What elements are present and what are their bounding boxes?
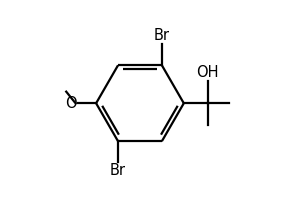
Text: O: O: [65, 96, 76, 111]
Text: OH: OH: [196, 66, 219, 80]
Text: Br: Br: [110, 163, 126, 178]
Text: Br: Br: [154, 28, 170, 43]
